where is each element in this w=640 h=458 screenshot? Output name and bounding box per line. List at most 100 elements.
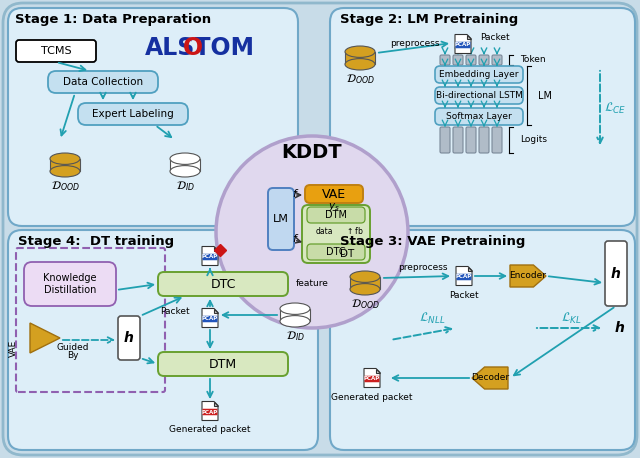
Text: Stage 1: Data Preparation: Stage 1: Data Preparation (15, 13, 211, 27)
Polygon shape (30, 323, 60, 353)
Circle shape (216, 136, 408, 328)
Text: Data Collection: Data Collection (63, 77, 143, 87)
Text: $f$: $f$ (292, 232, 299, 244)
Text: PCAP: PCAP (202, 255, 218, 260)
Polygon shape (364, 369, 380, 387)
Text: PCAP: PCAP (456, 274, 472, 279)
Text: DTM: DTM (325, 210, 347, 220)
Text: feature: feature (296, 279, 329, 289)
FancyBboxPatch shape (456, 274, 472, 280)
FancyBboxPatch shape (492, 55, 502, 65)
Text: PCAP: PCAP (364, 376, 380, 382)
Text: $\uparrow$fb: $\uparrow$fb (345, 225, 364, 236)
FancyBboxPatch shape (24, 262, 116, 306)
Polygon shape (455, 34, 471, 54)
FancyBboxPatch shape (302, 205, 370, 263)
Ellipse shape (170, 153, 200, 164)
Text: Bi-directional LSTM: Bi-directional LSTM (436, 91, 522, 100)
FancyBboxPatch shape (605, 241, 627, 306)
Text: $\boldsymbol{h}$: $\boldsymbol{h}$ (614, 321, 625, 336)
Polygon shape (214, 246, 218, 251)
Text: KDDT: KDDT (282, 143, 342, 163)
FancyBboxPatch shape (453, 127, 463, 153)
FancyBboxPatch shape (202, 409, 218, 415)
Text: PCAP: PCAP (455, 43, 471, 48)
Polygon shape (214, 402, 218, 405)
Bar (170, 159, 200, 171)
Polygon shape (456, 267, 472, 285)
FancyBboxPatch shape (202, 316, 218, 322)
Text: $\mathcal{L}_{KL}$: $\mathcal{L}_{KL}$ (561, 311, 581, 326)
FancyBboxPatch shape (307, 207, 365, 223)
Text: preprocess: preprocess (398, 263, 448, 273)
Text: $\mathcal{D}_{OOD}$: $\mathcal{D}_{OOD}$ (351, 297, 380, 311)
Polygon shape (467, 34, 471, 38)
Text: Knowledge
Distillation: Knowledge Distillation (44, 273, 97, 295)
Text: Softmax Layer: Softmax Layer (446, 112, 512, 121)
Polygon shape (202, 402, 218, 420)
FancyBboxPatch shape (456, 42, 470, 48)
FancyBboxPatch shape (305, 185, 363, 203)
Text: TCMS: TCMS (41, 46, 71, 56)
Ellipse shape (350, 271, 380, 283)
Bar (350, 277, 380, 289)
FancyBboxPatch shape (158, 352, 288, 376)
FancyBboxPatch shape (307, 244, 365, 260)
Text: $\boldsymbol{h}$: $\boldsymbol{h}$ (124, 331, 134, 345)
FancyBboxPatch shape (435, 87, 523, 104)
Text: $\mathcal{D}_{OOD}$: $\mathcal{D}_{OOD}$ (346, 72, 374, 86)
Ellipse shape (345, 59, 375, 70)
Text: Embedding Layer: Embedding Layer (439, 70, 519, 79)
Text: $f$: $f$ (292, 187, 299, 199)
FancyBboxPatch shape (453, 55, 463, 65)
FancyBboxPatch shape (440, 127, 450, 153)
Text: $y_s$: $y_s$ (328, 201, 340, 213)
Polygon shape (468, 267, 472, 271)
FancyBboxPatch shape (268, 188, 294, 250)
Text: Packet: Packet (449, 290, 479, 300)
Text: Decoder: Decoder (471, 374, 509, 382)
FancyBboxPatch shape (440, 55, 450, 65)
FancyBboxPatch shape (466, 55, 476, 65)
FancyBboxPatch shape (3, 3, 637, 455)
FancyBboxPatch shape (118, 316, 140, 360)
Text: Generated packet: Generated packet (332, 393, 413, 403)
Ellipse shape (170, 166, 200, 177)
Ellipse shape (280, 303, 310, 314)
Text: Packet: Packet (161, 306, 190, 316)
Text: LM: LM (538, 91, 552, 101)
Text: Packet: Packet (480, 33, 509, 42)
Ellipse shape (345, 46, 375, 57)
Text: data: data (316, 227, 333, 235)
Bar (280, 309, 310, 322)
FancyBboxPatch shape (202, 254, 218, 260)
Text: Stage 3: VAE Pretraining: Stage 3: VAE Pretraining (340, 235, 525, 249)
Text: Guided: Guided (57, 343, 89, 351)
Text: $\mathcal{D}_{ID}$: $\mathcal{D}_{ID}$ (285, 329, 305, 343)
Bar (50, 159, 80, 171)
FancyBboxPatch shape (330, 230, 635, 450)
Text: $\mathcal{L}_{CE}$: $\mathcal{L}_{CE}$ (604, 100, 626, 115)
Ellipse shape (350, 284, 380, 295)
FancyBboxPatch shape (435, 108, 523, 125)
Text: Encoder: Encoder (509, 272, 547, 280)
Text: ALSTOM: ALSTOM (145, 36, 255, 60)
FancyBboxPatch shape (16, 40, 96, 62)
FancyBboxPatch shape (365, 376, 380, 382)
FancyBboxPatch shape (479, 127, 489, 153)
FancyBboxPatch shape (330, 8, 635, 226)
Bar (345, 52, 375, 64)
Text: $\boldsymbol{h}$: $\boldsymbol{h}$ (611, 267, 621, 282)
FancyBboxPatch shape (8, 230, 318, 450)
Text: VAE: VAE (322, 187, 346, 201)
FancyBboxPatch shape (435, 66, 523, 83)
FancyBboxPatch shape (466, 127, 476, 153)
Text: By: By (67, 350, 79, 360)
Polygon shape (202, 309, 218, 327)
Text: $\mathcal{D}_{OOD}$: $\mathcal{D}_{OOD}$ (51, 179, 79, 193)
Text: DTC: DTC (326, 247, 346, 257)
FancyBboxPatch shape (8, 8, 298, 226)
Text: preprocess: preprocess (390, 38, 440, 48)
Text: Stage 4:  DT training: Stage 4: DT training (18, 235, 174, 249)
Polygon shape (202, 246, 218, 266)
